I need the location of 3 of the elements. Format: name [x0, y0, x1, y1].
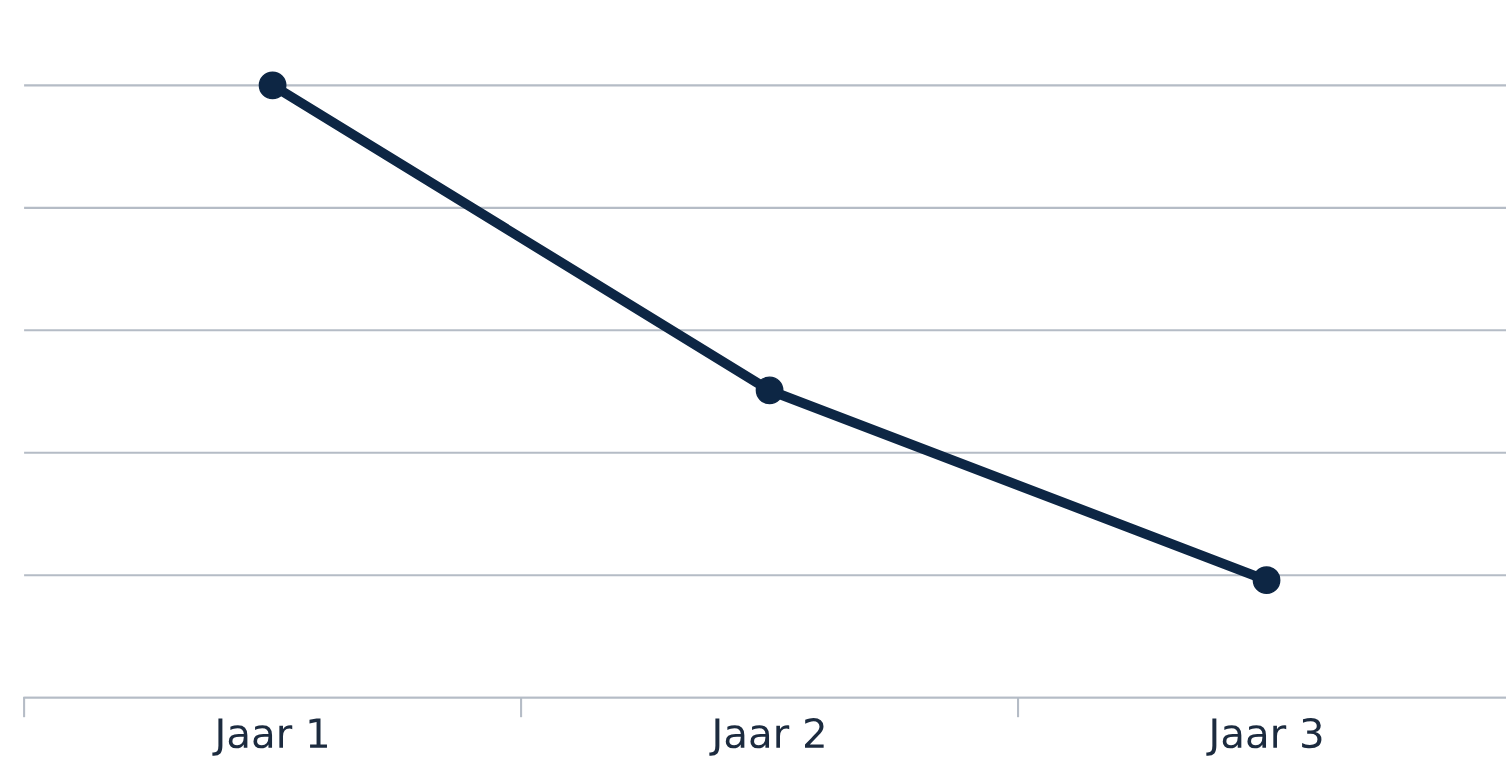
x-tick-label: Jaar 1 [212, 718, 327, 756]
x-tick-label: Jaar 2 [709, 717, 824, 756]
x-tick-label: Jaar 3 [1206, 717, 1322, 756]
